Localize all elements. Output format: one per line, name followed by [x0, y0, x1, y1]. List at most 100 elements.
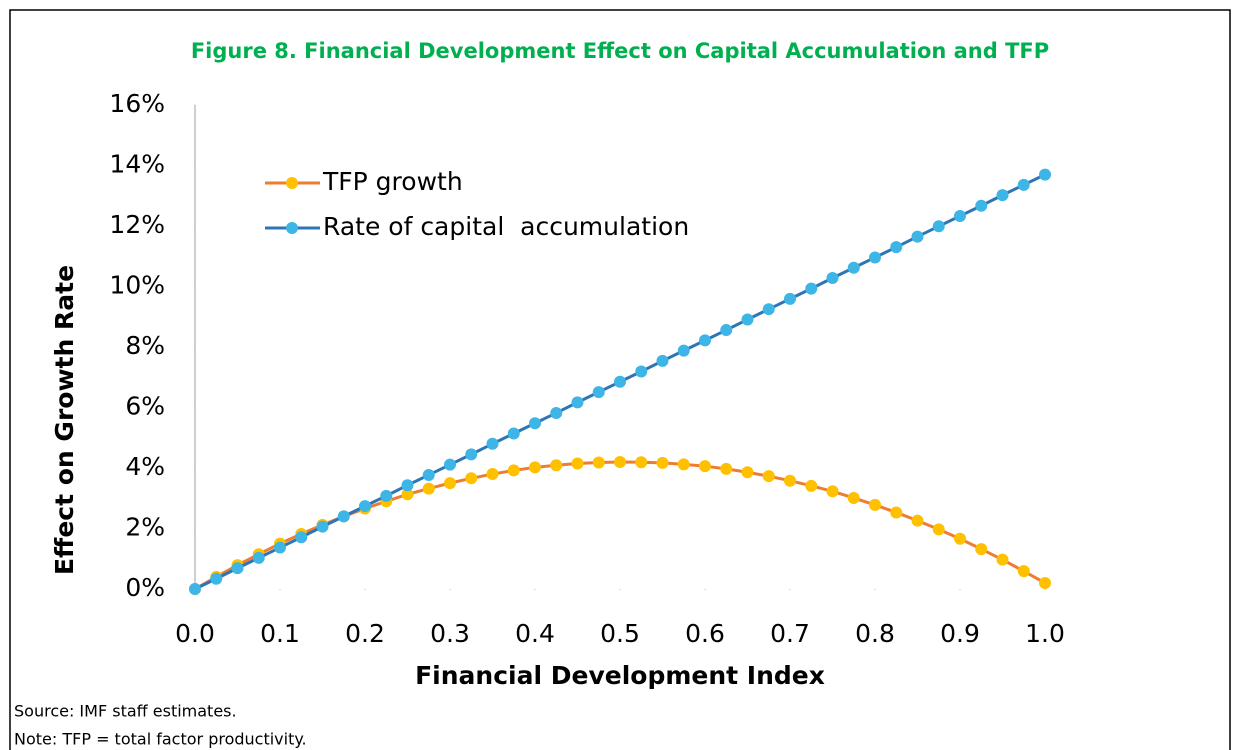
- data-point: [571, 396, 584, 409]
- data-point: [699, 460, 711, 473]
- data-point: [252, 551, 265, 564]
- x-tick-label: 0.1: [260, 619, 300, 648]
- x-tick-label: 0.9: [940, 619, 980, 648]
- x-tick-label: 0.3: [430, 619, 470, 648]
- data-point: [465, 448, 478, 461]
- data-point: [869, 251, 881, 264]
- data-point: [635, 456, 648, 469]
- y-axis-title: Effect on Growth Rate: [50, 265, 79, 575]
- data-point: [316, 520, 329, 533]
- data-point: [614, 375, 626, 388]
- data-point: [784, 474, 796, 487]
- note: Note: TFP = total factor productivity.: [14, 730, 307, 749]
- data-point: [337, 510, 350, 523]
- data-point: [274, 541, 286, 554]
- data-point: [550, 406, 563, 419]
- data-point: [1039, 168, 1051, 181]
- data-point: [614, 455, 626, 468]
- data-point: [784, 292, 796, 305]
- legend-marker: [286, 177, 298, 189]
- data-point: [975, 543, 988, 556]
- y-tick-label: 14%: [109, 150, 165, 179]
- y-tick-label: 6%: [125, 392, 165, 421]
- data-point: [422, 468, 435, 481]
- data-point: [741, 313, 754, 326]
- y-tick-label: 0%: [125, 573, 165, 602]
- data-point: [890, 241, 903, 254]
- data-point: [550, 459, 563, 472]
- data-point: [954, 210, 966, 223]
- data-point: [720, 462, 733, 475]
- data-point: [507, 464, 520, 477]
- x-tick-label: 0.0: [175, 619, 215, 648]
- data-point: [571, 457, 584, 470]
- data-point: [996, 553, 1009, 566]
- data-point: [975, 199, 988, 212]
- data-point: [677, 458, 690, 471]
- data-point: [444, 477, 456, 490]
- data-point: [189, 583, 201, 595]
- x-axis-title: Financial Development Index: [415, 661, 825, 690]
- y-tick-label: 4%: [125, 452, 165, 481]
- data-point: [592, 386, 605, 399]
- data-point: [465, 472, 478, 485]
- data-point: [805, 282, 818, 295]
- y-tick-label: 12%: [109, 210, 165, 239]
- data-point: [890, 506, 903, 519]
- data-point: [869, 498, 881, 511]
- data-point: [295, 531, 308, 544]
- data-point: [720, 324, 733, 337]
- data-point: [1039, 576, 1051, 589]
- x-tick-label: 0.2: [345, 619, 385, 648]
- data-point: [932, 220, 945, 233]
- data-point: [847, 261, 860, 274]
- data-point: [507, 427, 520, 440]
- data-point: [486, 437, 499, 450]
- frame: [9, 9, 1231, 750]
- data-point: [677, 344, 690, 357]
- data-point: [699, 334, 711, 347]
- x-tick-label: 0.8: [855, 619, 895, 648]
- y-tick-label: 8%: [125, 331, 165, 360]
- data-point: [741, 466, 754, 479]
- data-point: [486, 468, 499, 481]
- data-point: [826, 272, 839, 285]
- data-point: [635, 365, 648, 378]
- data-point: [996, 189, 1009, 202]
- data-point: [762, 303, 775, 316]
- data-point: [210, 572, 223, 585]
- x-tick-label: 0.4: [515, 619, 555, 648]
- data-point: [656, 456, 669, 469]
- data-point: [401, 488, 414, 501]
- chart-title: Figure 8. Financial Development Effect o…: [191, 39, 1049, 63]
- legend-marker: [286, 222, 298, 234]
- data-point: [231, 562, 244, 575]
- x-tick-label: 1.0: [1025, 619, 1065, 648]
- data-point: [847, 491, 860, 504]
- data-point: [826, 485, 839, 498]
- data-point: [444, 458, 456, 471]
- data-point: [422, 482, 435, 495]
- data-point: [932, 523, 945, 536]
- data-point: [911, 514, 924, 527]
- source-note: Source: IMF staff estimates.: [14, 702, 237, 721]
- data-point: [805, 479, 818, 492]
- y-tick-label: 2%: [125, 513, 165, 542]
- legend-label: TFP growth: [322, 167, 463, 196]
- x-tick-label: 0.5: [600, 619, 640, 648]
- data-point: [911, 230, 924, 243]
- x-tick-label: 0.7: [770, 619, 810, 648]
- data-point: [592, 456, 605, 469]
- y-tick-label: 10%: [109, 271, 165, 300]
- data-point: [380, 489, 393, 502]
- x-tick-label: 0.6: [685, 619, 725, 648]
- data-point: [656, 354, 669, 367]
- data-point: [954, 532, 966, 545]
- data-point: [401, 479, 414, 492]
- data-point: [1017, 565, 1030, 578]
- data-point: [529, 417, 541, 430]
- data-point: [1017, 178, 1030, 191]
- data-point: [359, 500, 371, 513]
- y-tick-label: 16%: [109, 89, 165, 118]
